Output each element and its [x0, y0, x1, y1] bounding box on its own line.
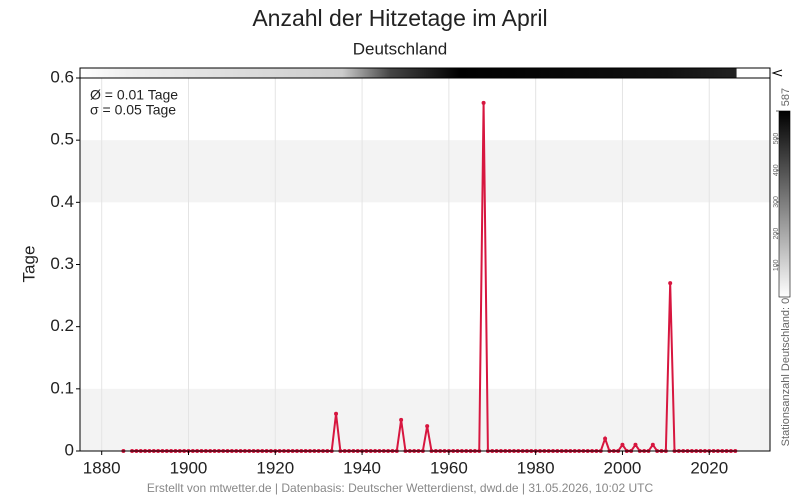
- x-tick-label: 1940: [343, 458, 381, 477]
- x-tick-label: 1880: [83, 458, 121, 477]
- data-point: [620, 442, 625, 447]
- x-tick-label: 1920: [256, 458, 294, 477]
- y-tick-label: 0: [65, 440, 74, 459]
- chart-subtitle: Deutschland: [353, 39, 448, 58]
- y-tick-label: 0.2: [50, 316, 74, 335]
- y-tick-label: 0.1: [50, 378, 74, 397]
- strip-arrow: [771, 69, 783, 77]
- data-point: [603, 436, 608, 441]
- annotation: Ø = 0.01 Tage: [90, 87, 178, 103]
- plot-area: [80, 78, 770, 453]
- plot-frame: [79, 67, 771, 452]
- data-point: [481, 100, 486, 105]
- data-point: [633, 442, 638, 447]
- annotation: σ = 0.05 Tage: [90, 102, 176, 118]
- data-point: [668, 281, 673, 286]
- y-axis-label: Tage: [19, 246, 38, 283]
- y-tick-label: 0.3: [50, 254, 74, 273]
- colorbar: [778, 110, 791, 298]
- data-point: [425, 424, 430, 429]
- data-point: [650, 442, 655, 447]
- y-tick-label: 0.4: [50, 192, 74, 211]
- colorbar-tick-label: 100: [773, 259, 780, 271]
- colorbar-tick-label: 500: [773, 133, 780, 145]
- station-strip: [79, 67, 771, 79]
- data-point: [399, 417, 404, 422]
- x-tick-label: 2020: [690, 458, 728, 477]
- colorbar-tick-label: 300: [773, 196, 780, 208]
- data-point: [334, 411, 339, 416]
- colorbar-tick-label: 200: [773, 228, 780, 240]
- y-tick-label: 0.6: [50, 67, 74, 86]
- colorbar-label: Stationsanzahl Deutschland: 0: [780, 298, 792, 447]
- x-tick-label: 1900: [170, 458, 208, 477]
- x-tick-label: 1960: [430, 458, 468, 477]
- colorbar-tick-label: 587: [780, 88, 792, 106]
- footer: Erstellt von mtwetter.de | Datenbasis: D…: [147, 481, 654, 495]
- x-tick-label: 1980: [517, 458, 555, 477]
- chart-title: Anzahl der Hitzetage im April: [252, 5, 547, 31]
- x-tick-label: 2000: [604, 458, 642, 477]
- y-tick-label: 0.5: [50, 130, 74, 149]
- grid-band: [80, 140, 770, 203]
- colorbar-tick-label: 400: [773, 164, 780, 176]
